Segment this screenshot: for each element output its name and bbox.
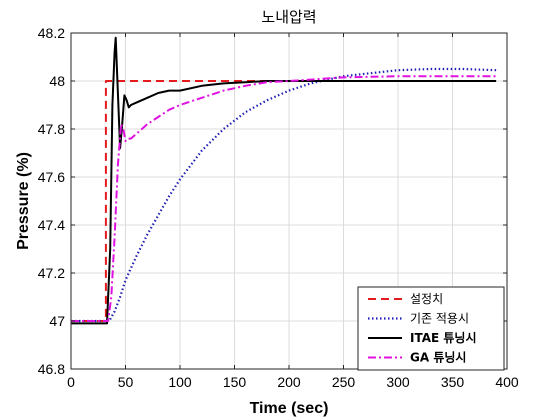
series-layer xyxy=(71,36,497,325)
legend-box xyxy=(357,286,505,371)
x-tick-label: 150 xyxy=(223,374,247,390)
x-axis-label: Time (sec) xyxy=(250,400,329,417)
y-tick-label: 47.4 xyxy=(38,217,65,233)
x-tick-label: 100 xyxy=(168,374,192,390)
y-tick-label: 47.8 xyxy=(38,121,65,137)
y-axis-label: Pressure (%) xyxy=(15,152,32,250)
x-tick-label: 350 xyxy=(441,374,465,390)
y-tick-label: 47.2 xyxy=(38,265,65,281)
x-tick-label: 400 xyxy=(495,374,519,390)
x-tick-label: 50 xyxy=(118,374,134,390)
axis-ticks: 0 50 100 150 200 250 300 350 400 46.8 47 47.2 47.4 47… xyxy=(38,25,519,390)
legend-label-3: ITAE 튜닝시 xyxy=(410,330,477,345)
y-tick-label: 48.2 xyxy=(38,25,65,41)
legend-label-2: 기존 적용시 xyxy=(410,312,469,326)
x-tick-label: 200 xyxy=(277,374,301,390)
y-tick-label: 46.8 xyxy=(38,361,65,377)
x-tick-label: 250 xyxy=(332,374,356,390)
chart-title: 노내압력 xyxy=(261,8,316,26)
y-tick-label: 47 xyxy=(49,313,65,329)
legend-label-1: 설정치 xyxy=(410,292,443,306)
x-tick-label: 0 xyxy=(67,374,75,390)
x-tick-label: 300 xyxy=(386,374,410,390)
legend-label-4: GA 튜닝시 xyxy=(410,350,466,365)
series-line-4 xyxy=(71,75,497,322)
y-tick-label: 47.6 xyxy=(38,169,65,185)
series-line-2 xyxy=(71,67,497,323)
y-tick-label: 48 xyxy=(49,73,65,89)
